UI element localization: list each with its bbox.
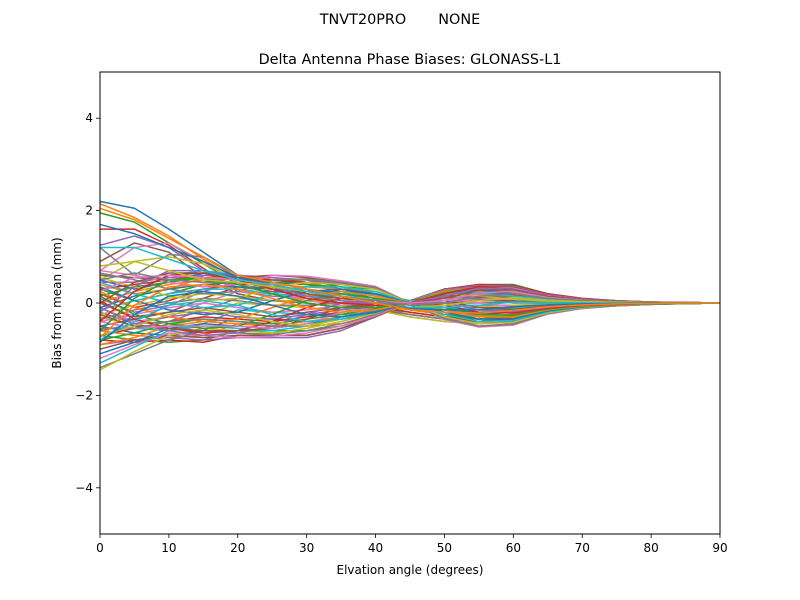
- x-tick-label: 80: [643, 541, 658, 555]
- series-layer: [99, 200, 721, 371]
- x-tick-label: 10: [161, 541, 176, 555]
- y-tick-label: −4: [75, 481, 93, 495]
- x-tick-label: 20: [230, 541, 245, 555]
- y-axis-label: Bias from mean (mm): [50, 237, 64, 368]
- x-tick-label: 90: [712, 541, 727, 555]
- x-tick-label: 40: [368, 541, 383, 555]
- y-tick-label: −2: [75, 388, 93, 402]
- x-tick-label: 30: [299, 541, 314, 555]
- y-tick-label: 2: [85, 204, 93, 218]
- y-tick-label: 0: [85, 296, 93, 310]
- x-tick-label: 70: [575, 541, 590, 555]
- y-tick-label: 4: [85, 111, 93, 125]
- x-axis-label: Elvation angle (degrees): [337, 563, 484, 577]
- x-tick-label: 60: [506, 541, 521, 555]
- figure-suptitle: TNVT20PRO NONE: [319, 12, 480, 28]
- x-tick-label: 50: [437, 541, 452, 555]
- x-axis-ticks: 0 10 20 30 40 50 60 70 80 90: [96, 534, 728, 555]
- chart-title: Delta Antenna Phase Biases: GLONASS-L1: [259, 52, 562, 68]
- series-line-az-355: [99, 207, 720, 314]
- y-axis-ticks: −4 −2 0 2 4: [75, 111, 100, 495]
- x-tick-label: 0: [96, 541, 104, 555]
